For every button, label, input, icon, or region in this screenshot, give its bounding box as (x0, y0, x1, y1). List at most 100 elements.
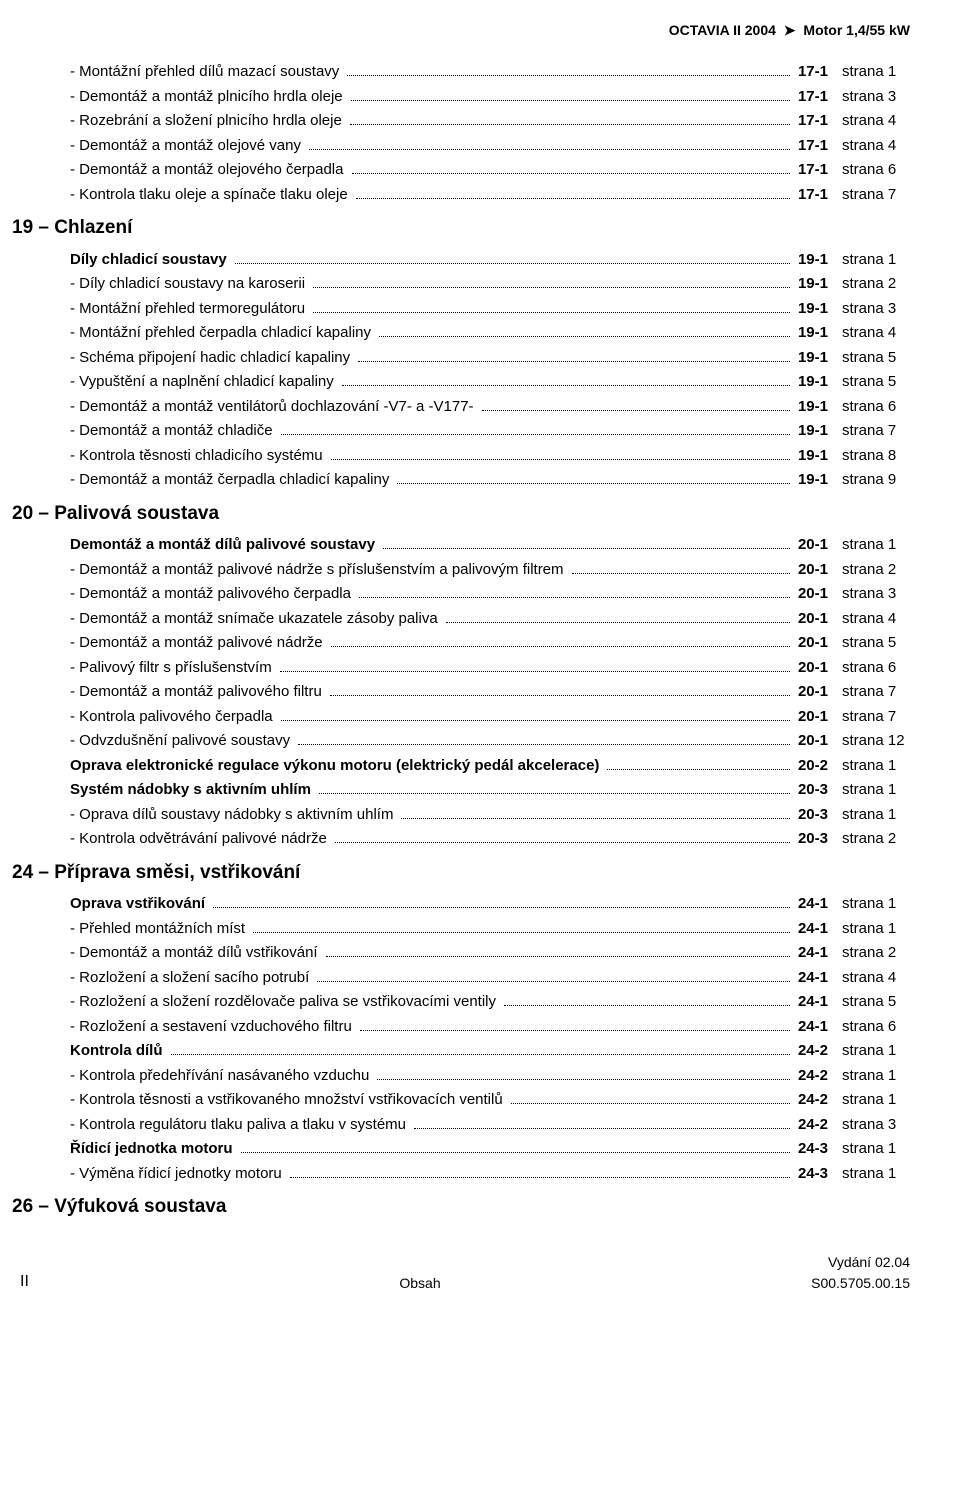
toc-leader-dots (313, 312, 790, 313)
toc-page-ref: strana 1 (838, 779, 910, 802)
toc-leader-dots (607, 769, 790, 770)
toc-entry-text: Oprava elektronické regulace výkonu moto… (50, 755, 603, 778)
toc-page-ref: strana 1 (838, 755, 910, 778)
toc-section-ref: 19-1 (794, 420, 838, 443)
toc-section-ref: 20-1 (794, 706, 838, 729)
toc-entry-text: - Kontrola těsnosti a vstřikovaného množ… (50, 1089, 507, 1112)
footer-center: Obsah (29, 1273, 811, 1294)
toc-leader-dots (253, 932, 790, 933)
toc-entry-text: - Díly chladicí soustavy na karoserii (50, 273, 309, 296)
toc-leader-dots (446, 622, 790, 623)
toc-entry-text: - Demontáž a montáž snímače ukazatele zá… (50, 608, 442, 631)
toc-entry-text: - Montážní přehled termoregulátoru (50, 298, 309, 321)
toc-entry-text: - Schéma připojení hadic chladicí kapali… (50, 347, 354, 370)
toc-leader-dots (281, 434, 790, 435)
footer-right: Vydání 02.04 S00.5705.00.15 (811, 1252, 910, 1294)
toc-entry-text: Díly chladicí soustavy (50, 249, 231, 272)
toc-row: - Kontrola regulátoru tlaku paliva a tla… (50, 1114, 910, 1137)
toc-entry-text: - Demontáž a montáž chladiče (50, 420, 277, 443)
toc-row: - Demontáž a montáž palivové nádrže20-1s… (50, 632, 910, 655)
toc-page-ref: strana 4 (838, 110, 910, 133)
toc-leader-dots (351, 100, 790, 101)
toc-row: Oprava vstřikování24-1strana 1 (50, 893, 910, 916)
toc-section-ref: 24-2 (794, 1040, 838, 1063)
toc-page-ref: strana 1 (838, 61, 910, 84)
toc-row: - Kontrola odvětrávání palivové nádrže20… (50, 828, 910, 851)
toc-leader-dots (331, 646, 790, 647)
toc-section-ref: 24-1 (794, 918, 838, 941)
toc-section-ref: 19-1 (794, 273, 838, 296)
toc-row: - Rozložení a složení rozdělovače paliva… (50, 991, 910, 1014)
toc-leader-dots (347, 75, 790, 76)
toc-row: - Vypuštění a naplnění chladicí kapaliny… (50, 371, 910, 394)
toc-leader-dots (572, 573, 790, 574)
toc-row: - Oprava dílů soustavy nádobky s aktivní… (50, 804, 910, 827)
header-vehicle: OCTAVIA II 2004 (669, 22, 776, 38)
toc-row: - Demontáž a montáž snímače ukazatele zá… (50, 608, 910, 631)
toc-row: - Demontáž a montáž chladiče19-1strana 7 (50, 420, 910, 443)
toc-page-ref: strana 1 (838, 893, 910, 916)
toc-entry-text: Řídicí jednotka motoru (50, 1138, 237, 1161)
toc-entry-text: Kontrola dílů (50, 1040, 167, 1063)
toc-leader-dots (356, 198, 790, 199)
toc-leader-dots (313, 287, 790, 288)
toc-page-ref: strana 4 (838, 608, 910, 631)
toc-section-ref: 19-1 (794, 396, 838, 419)
toc-row: - Kontrola palivového čerpadla20-1strana… (50, 706, 910, 729)
toc-row: Kontrola dílů 24-2strana 1 (50, 1040, 910, 1063)
toc-row: - Demontáž a montáž palivového čerpadla2… (50, 583, 910, 606)
toc-page-ref: strana 2 (838, 828, 910, 851)
toc-row: - Přehled montážních míst24-1strana 1 (50, 918, 910, 941)
toc-entry-text: - Demontáž a montáž palivového filtru (50, 681, 326, 704)
toc-row: - Palivový filtr s příslušenstvím20-1str… (50, 657, 910, 680)
toc-row: - Kontrola těsnosti chladicího systému19… (50, 445, 910, 468)
toc-section-ref: 20-1 (794, 559, 838, 582)
toc-entry-text: - Demontáž a montáž olejového čerpadla (50, 159, 348, 182)
toc-leader-dots (330, 695, 790, 696)
footer-docnum: S00.5705.00.15 (811, 1273, 910, 1294)
toc-entry-text: - Demontáž a montáž olejové vany (50, 135, 305, 158)
toc-row: - Rozložení a složení sacího potrubí24-1… (50, 967, 910, 990)
toc-leader-dots (317, 981, 790, 982)
toc-entry-text: Demontáž a montáž dílů palivové soustavy (50, 534, 379, 557)
toc-row: - Rozebrání a složení plnicího hrdla ole… (50, 110, 910, 133)
toc-row: Díly chladicí soustavy19-1strana 1 (50, 249, 910, 272)
toc-leader-dots (383, 548, 790, 549)
toc-leader-dots (319, 793, 790, 794)
toc-page-ref: strana 1 (838, 918, 910, 941)
toc-page-ref: strana 5 (838, 371, 910, 394)
toc-row: - Demontáž a montáž palivového filtru20-… (50, 681, 910, 704)
toc-leader-dots (235, 263, 790, 264)
toc-leader-dots (171, 1054, 790, 1055)
toc-row: - Kontrola předehřívání nasávaného vzduc… (50, 1065, 910, 1088)
toc-page-ref: strana 7 (838, 184, 910, 207)
header-engine: Motor 1,4/55 kW (803, 22, 910, 38)
toc-page-ref: strana 3 (838, 583, 910, 606)
toc-section-ref: 24-3 (794, 1163, 838, 1186)
toc-page-ref: strana 1 (838, 1138, 910, 1161)
toc-section-ref: 19-1 (794, 445, 838, 468)
toc-page-ref: strana 3 (838, 1114, 910, 1137)
toc-section-ref: 24-1 (794, 893, 838, 916)
toc-leader-dots (482, 410, 790, 411)
toc-section-ref: 17-1 (794, 110, 838, 133)
toc-page-ref: strana 1 (838, 1040, 910, 1063)
toc-section-ref: 17-1 (794, 61, 838, 84)
chapter-heading: 26 – Výfuková soustava (12, 1193, 910, 1222)
toc-page-ref: strana 3 (838, 298, 910, 321)
toc-entry-text: - Demontáž a montáž ventilátorů dochlazo… (50, 396, 478, 419)
toc-section-ref: 19-1 (794, 322, 838, 345)
toc-leader-dots (359, 597, 790, 598)
toc-page-ref: strana 6 (838, 159, 910, 182)
toc-entry-text: - Kontrola regulátoru tlaku paliva a tla… (50, 1114, 410, 1137)
toc-section-ref: 24-1 (794, 942, 838, 965)
toc-section-ref: 20-2 (794, 755, 838, 778)
toc-row: - Demontáž a montáž plnicího hrdla oleje… (50, 86, 910, 109)
toc-section-ref: 24-2 (794, 1065, 838, 1088)
toc-section-ref: 17-1 (794, 86, 838, 109)
toc-entry-text: - Palivový filtr s příslušenstvím (50, 657, 276, 680)
toc-leader-dots (504, 1005, 790, 1006)
toc-row: - Kontrola těsnosti a vstřikovaného množ… (50, 1089, 910, 1112)
toc-leader-dots (350, 124, 790, 125)
toc-entry-text: - Demontáž a montáž čerpadla chladicí ka… (50, 469, 393, 492)
